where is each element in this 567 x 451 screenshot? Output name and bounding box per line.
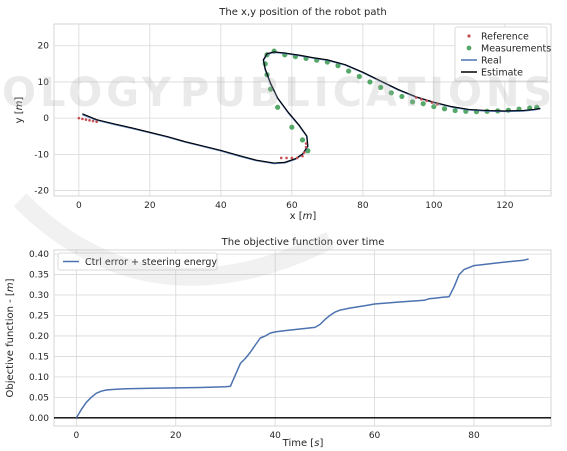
measurement-point xyxy=(452,107,458,114)
legend-estimate-label: Estimate xyxy=(481,68,523,79)
objective-legend: Ctrl error + steering energy xyxy=(57,252,218,271)
objective-function-line xyxy=(75,258,529,419)
legend-real-label: Real xyxy=(481,56,501,67)
robot-path-y-tick-label: -10 xyxy=(34,150,49,160)
measurement-point xyxy=(378,84,384,90)
robot-path-x-tick-label: 80 xyxy=(357,201,369,211)
measurement-point xyxy=(441,106,448,112)
measurement-point xyxy=(388,90,394,96)
measurement-point xyxy=(299,137,306,143)
robot-path-x-tick-label: 60 xyxy=(286,201,298,211)
legend-measurements-label: Measurements xyxy=(481,44,551,55)
robot-path-y-tick-label: 10 xyxy=(38,78,50,88)
reference-point xyxy=(304,142,308,145)
robot-path-chart: The x,y position of the robot path 0 20 40… xyxy=(14,7,552,222)
robot-path-y-tick-label: -20 xyxy=(34,187,49,197)
reference-point xyxy=(285,156,288,160)
legend-objective-label: Ctrl error + steering energy xyxy=(85,257,217,268)
robot-path-y-tick-label: 20 xyxy=(38,42,50,52)
reference-point xyxy=(414,96,418,99)
estimate-path-line xyxy=(82,51,541,164)
objective-x-tick-label: 40 xyxy=(269,431,281,441)
legend-measurements-marker xyxy=(466,45,472,51)
objective-legend-box xyxy=(57,252,218,271)
objective-chart-title: The objective function over time xyxy=(221,237,385,248)
measurement-point xyxy=(367,79,373,85)
objective-y-tick-label: 0.40 xyxy=(29,250,49,260)
reference-point xyxy=(84,118,88,121)
robot-path-x-tick-label: 0 xyxy=(76,201,82,211)
measurement-point xyxy=(289,124,295,130)
robot-path-y-tick-label: 0 xyxy=(43,114,49,124)
objective-x-tick-label: 20 xyxy=(170,431,182,441)
reference-point xyxy=(430,101,434,104)
measurement-point xyxy=(420,101,426,107)
robot-path-x-tick-label: 20 xyxy=(144,201,156,211)
objective-x-tick-label: 0 xyxy=(73,431,79,441)
reference-point xyxy=(279,156,283,160)
reference-point xyxy=(425,99,429,103)
measurement-point xyxy=(275,104,281,110)
reference-point xyxy=(304,145,308,149)
measurement-point xyxy=(409,99,416,105)
reference-point xyxy=(95,120,98,124)
reference-point xyxy=(420,98,423,101)
robot-path-x-tick-label: 40 xyxy=(215,201,227,211)
robot-path-x-axis-label: x [m] xyxy=(290,211,317,222)
objective-x-tick-label: 60 xyxy=(369,431,381,441)
objective-y-tick-label: 0.05 xyxy=(29,393,49,403)
robot-path-legend-box xyxy=(454,26,548,82)
reference-point xyxy=(301,154,304,158)
reference-point xyxy=(81,117,84,121)
objective-y-tick-label: 0.00 xyxy=(29,414,49,424)
objective-function-chart: The objective function over time 0 20 40 60… xyxy=(5,237,552,449)
objective-y-axis-label: Objective function - [m] xyxy=(5,278,16,397)
measurement-point xyxy=(356,73,362,80)
reference-point xyxy=(295,156,299,160)
measurement-point xyxy=(431,103,437,110)
objective-y-tick-label: 0.35 xyxy=(29,271,49,281)
objective-y-tick-label: 0.30 xyxy=(29,291,49,301)
robot-path-x-tick-label: 100 xyxy=(425,201,442,211)
objective-y-tick-label: 0.25 xyxy=(29,311,49,321)
robot-path-x-tick-label: 120 xyxy=(496,201,513,211)
reference-point xyxy=(302,151,306,154)
objective-x-tick-label: 80 xyxy=(468,431,480,441)
objective-y-tick-label: 0.15 xyxy=(29,352,49,362)
measurement-point xyxy=(399,93,405,100)
objective-y-tick-label: 0.20 xyxy=(29,332,49,342)
robot-path-chart-title: The x,y position of the robot path xyxy=(218,7,386,18)
objective-x-axis-label: Time [s] xyxy=(282,438,324,449)
robot-path-y-axis-label: y [m] xyxy=(14,97,25,124)
reference-point xyxy=(290,156,294,160)
robot-path-legend: Reference Measurements Real Estimate xyxy=(454,26,551,82)
reference-point xyxy=(77,116,81,120)
objective-y-tick-label: 0.10 xyxy=(29,373,49,383)
legend-reference-marker xyxy=(467,34,471,38)
reference-point xyxy=(91,119,95,123)
measurement-point xyxy=(335,63,341,69)
objective-plot-frame xyxy=(53,249,552,427)
measurement-point xyxy=(346,68,352,74)
reference-point xyxy=(88,119,91,122)
reference-point xyxy=(436,103,439,106)
legend-reference-label: Reference xyxy=(481,32,529,43)
